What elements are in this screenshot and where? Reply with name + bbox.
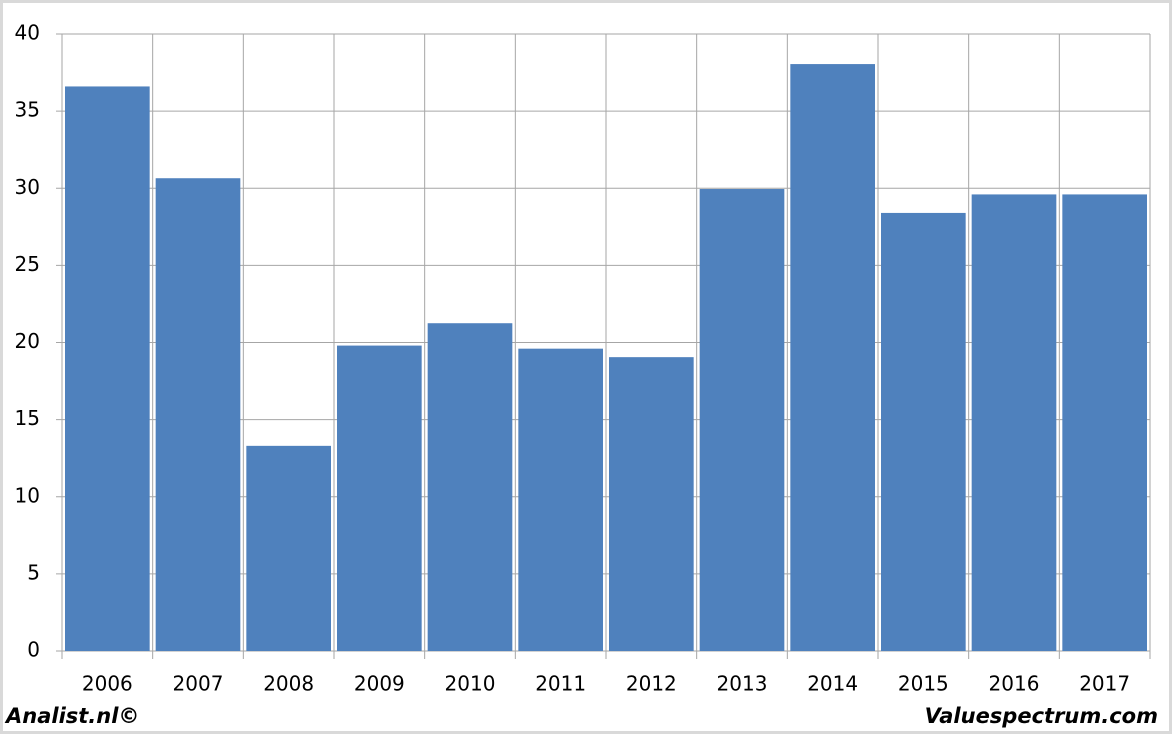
- y-tick-label: 5: [27, 560, 40, 584]
- bar: [971, 194, 1057, 652]
- x-tick-label: 2007: [173, 672, 224, 696]
- bar: [699, 189, 785, 652]
- bar: [246, 445, 331, 651]
- bar: [881, 212, 966, 651]
- x-tick-label: 2010: [445, 672, 496, 696]
- y-tick-label: 35: [15, 98, 40, 122]
- x-tick-label: 2009: [354, 672, 405, 696]
- y-tick-label: 20: [15, 329, 40, 353]
- x-tick-label: 2015: [898, 672, 949, 696]
- y-tick-label: 30: [15, 175, 40, 199]
- bar: [790, 64, 875, 652]
- bar: [1062, 194, 1147, 652]
- bar: [337, 345, 422, 651]
- x-tick-label: 2008: [263, 672, 314, 696]
- footer-left: Analist.nl©: [4, 704, 139, 728]
- y-tick-label: 25: [15, 252, 40, 276]
- y-tick-label: 0: [27, 638, 40, 662]
- y-tick-label: 15: [15, 406, 40, 430]
- x-tick-label: 2014: [807, 672, 858, 696]
- bar: [427, 323, 513, 651]
- bar: [65, 86, 150, 651]
- footer-right: Valuespectrum.com: [925, 704, 1158, 728]
- y-tick-label: 10: [15, 483, 40, 507]
- bar: [155, 178, 241, 651]
- x-tick-label: 2016: [989, 672, 1040, 696]
- x-tick-label: 2017: [1079, 672, 1130, 696]
- x-tick-label: 2013: [717, 672, 768, 696]
- x-tick-label: 2012: [626, 672, 677, 696]
- bar: [609, 357, 694, 651]
- x-tick-label: 2011: [535, 672, 586, 696]
- y-tick-label: 40: [15, 21, 40, 45]
- bar: [518, 348, 603, 651]
- x-tick-label: 2006: [82, 672, 133, 696]
